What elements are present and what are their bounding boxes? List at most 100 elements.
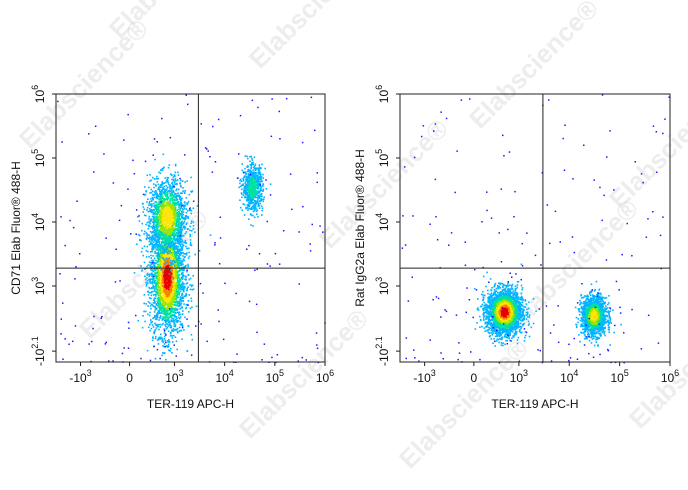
event-dot <box>181 243 184 246</box>
event-dot <box>158 336 161 339</box>
event-dot <box>258 167 261 170</box>
event-dot <box>178 305 180 307</box>
event-dot <box>167 259 169 262</box>
event-dot <box>156 175 158 178</box>
event-dot <box>174 259 176 262</box>
event-dot <box>177 192 179 195</box>
event-dot <box>162 257 165 260</box>
event-dot <box>158 328 160 331</box>
event-dot <box>163 250 166 253</box>
event-dot <box>174 324 177 326</box>
event-dot <box>158 215 161 218</box>
event-dot <box>162 268 164 271</box>
event-dot <box>274 252 277 255</box>
event-dot <box>161 199 163 202</box>
event-dot <box>172 176 175 178</box>
event-dot <box>186 216 188 218</box>
event-dot <box>162 345 164 347</box>
event-dot <box>259 174 262 176</box>
event-dot <box>168 339 170 341</box>
event-dot <box>146 209 148 211</box>
event-dot <box>173 269 176 272</box>
event-dot <box>171 309 174 311</box>
event-dot <box>149 287 151 290</box>
event-dot <box>173 301 176 303</box>
event-dot <box>161 291 164 293</box>
event-dot <box>184 154 186 156</box>
x-tick-label: -103 <box>69 368 91 385</box>
event-dot <box>176 237 179 240</box>
event-dot <box>169 326 172 328</box>
event-dot <box>257 167 259 170</box>
event-dot <box>160 278 162 280</box>
event-dot <box>257 198 259 201</box>
event-dot <box>165 269 167 271</box>
event-dot <box>178 211 180 213</box>
event-dot <box>154 357 157 360</box>
event-dot <box>175 265 178 268</box>
event-dot <box>251 196 253 198</box>
event-dot <box>245 173 247 175</box>
event-dot <box>151 190 154 192</box>
event-dot <box>172 252 174 254</box>
event-dot <box>166 323 169 325</box>
event-dot <box>177 285 179 288</box>
event-dot <box>163 200 165 202</box>
event-dot <box>153 290 156 292</box>
event-dot <box>159 209 162 212</box>
event-dot <box>167 262 170 264</box>
event-dot <box>176 294 179 297</box>
event-dot <box>173 268 176 271</box>
event-dot <box>173 209 176 212</box>
event-dot <box>155 288 157 290</box>
event-dot <box>180 252 183 254</box>
event-dot <box>165 234 167 236</box>
event-dot <box>192 275 194 277</box>
event-dot <box>250 166 253 169</box>
event-dot <box>254 200 256 203</box>
event-dot <box>145 223 147 226</box>
event-dot <box>161 244 164 247</box>
event-dot <box>185 307 187 310</box>
event-dot <box>179 248 182 251</box>
event-dot <box>179 230 181 233</box>
event-dot <box>161 222 164 224</box>
event-dot <box>159 172 162 175</box>
event-dot <box>262 177 265 179</box>
event-dot <box>169 244 171 246</box>
event-dot <box>222 338 225 341</box>
event-dot <box>246 170 249 173</box>
event-dot <box>168 216 171 219</box>
event-dot <box>158 241 160 244</box>
event-dot <box>252 210 255 213</box>
event-dot <box>259 200 262 203</box>
event-dot <box>149 323 151 326</box>
event-dot <box>186 247 188 250</box>
event-dot <box>171 303 173 306</box>
event-dot <box>171 260 174 262</box>
event-dot <box>242 194 245 196</box>
event-dot <box>257 216 259 218</box>
event-dot <box>153 302 155 304</box>
event-dot <box>160 273 163 275</box>
event-dot <box>253 177 255 179</box>
event-dot <box>175 293 177 295</box>
event-dot <box>247 203 250 205</box>
event-dot <box>158 193 161 195</box>
event-dot <box>257 183 259 185</box>
event-dot <box>258 176 260 178</box>
event-dot <box>179 257 182 260</box>
event-dot <box>152 255 154 257</box>
event-dot <box>166 288 168 290</box>
event-dot <box>174 292 176 295</box>
event-dot <box>171 207 174 210</box>
event-dot <box>177 296 179 299</box>
event-dot <box>168 282 170 284</box>
event-dot <box>175 289 178 291</box>
event-dot <box>177 290 180 293</box>
event-dot <box>175 300 178 302</box>
event-dot <box>253 194 256 196</box>
event-dot <box>189 244 192 246</box>
event-dot <box>255 210 258 213</box>
event-dot <box>165 243 167 245</box>
